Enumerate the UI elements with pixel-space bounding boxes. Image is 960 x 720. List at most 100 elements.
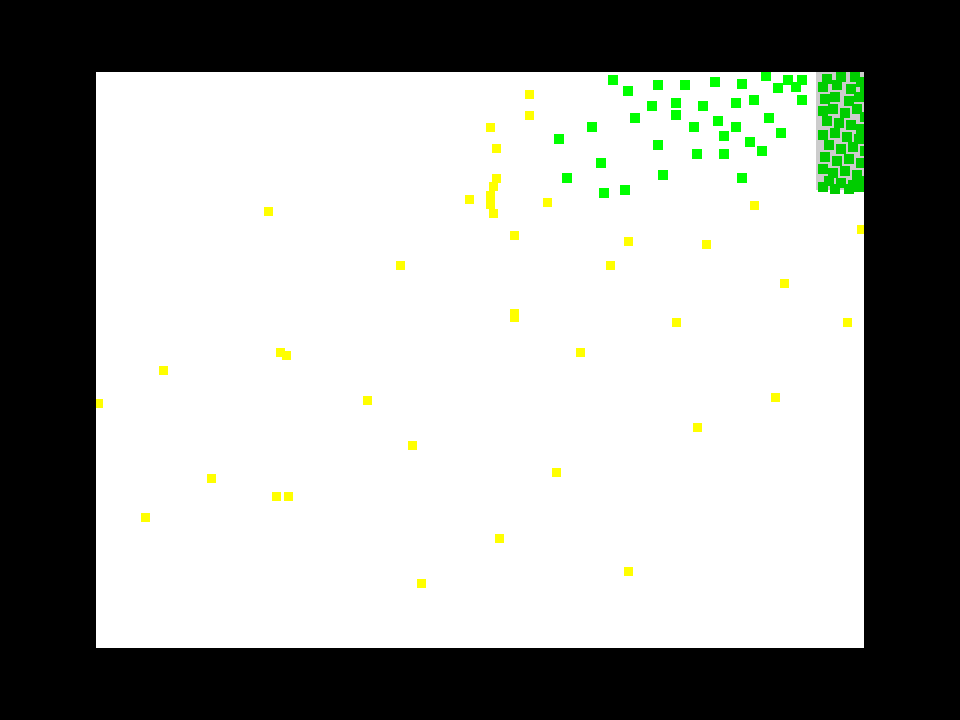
green-particle: [689, 122, 699, 132]
zone-particle: [822, 116, 832, 126]
zone-particle: [830, 184, 840, 194]
zone-particle: [860, 112, 864, 122]
zone-particle: [856, 158, 864, 168]
green-particle: [737, 79, 747, 89]
green-particle: [719, 149, 729, 159]
yellow-particle: [396, 261, 405, 270]
yellow-particle: [525, 111, 534, 120]
green-particle: [761, 72, 771, 81]
green-particle: [692, 149, 702, 159]
zone-particle: [860, 146, 864, 156]
yellow-particle: [486, 123, 495, 132]
green-particle: [623, 86, 633, 96]
green-particle: [653, 80, 663, 90]
yellow-particle: [282, 351, 291, 360]
zone-particle: [840, 108, 850, 118]
yellow-particle: [465, 195, 474, 204]
green-particle: [776, 128, 786, 138]
zone-particle: [842, 132, 852, 142]
zone-particle: [852, 104, 862, 114]
yellow-particle: [417, 579, 426, 588]
zone-particle: [832, 156, 842, 166]
zone-particle: [822, 74, 832, 84]
yellow-particle: [284, 492, 293, 501]
green-particle: [719, 131, 729, 141]
zone-particle: [824, 140, 834, 150]
zone-particle: [820, 152, 830, 162]
green-particle: [757, 146, 767, 156]
zone-particle: [834, 118, 844, 128]
yellow-particle: [693, 423, 702, 432]
yellow-particle: [141, 513, 150, 522]
green-particle: [773, 83, 783, 93]
green-particle: [731, 98, 741, 108]
zone-particle: [818, 130, 828, 140]
yellow-particle: [510, 231, 519, 240]
green-particle: [710, 77, 720, 87]
green-particle: [671, 110, 681, 120]
zone-particle: [836, 144, 846, 154]
yellow-particle: [750, 201, 759, 210]
green-particle: [764, 113, 774, 123]
yellow-particle: [264, 207, 273, 216]
zone-particle: [860, 86, 864, 96]
zone-particle: [832, 80, 842, 90]
yellow-particle: [624, 567, 633, 576]
yellow-particle: [543, 198, 552, 207]
yellow-particle: [486, 191, 495, 200]
green-particle: [680, 80, 690, 90]
yellow-particle: [843, 318, 852, 327]
zone-particle: [854, 134, 864, 144]
yellow-particle: [96, 399, 103, 408]
zone-particle: [818, 106, 828, 116]
zone-particle: [844, 154, 854, 164]
yellow-particle: [489, 182, 498, 191]
green-particle: [671, 98, 681, 108]
zone-particle: [830, 128, 840, 138]
zone-particle: [848, 142, 858, 152]
green-particle: [737, 173, 747, 183]
game-field[interactable]: [96, 72, 864, 648]
green-particle: [554, 134, 564, 144]
zone-particle: [844, 96, 854, 106]
yellow-particle: [207, 474, 216, 483]
yellow-particle: [780, 279, 789, 288]
zone-particle: [852, 170, 862, 180]
green-particle: [791, 82, 801, 92]
zone-particle: [830, 92, 840, 102]
yellow-particle: [492, 144, 501, 153]
green-particle: [587, 122, 597, 132]
green-particle: [749, 95, 759, 105]
zone-particle: [820, 94, 830, 104]
green-particle: [599, 188, 609, 198]
yellow-particle: [624, 237, 633, 246]
zone-particle: [836, 72, 846, 82]
zone-particle: [840, 166, 850, 176]
zone-particle: [854, 92, 864, 102]
zone-particle: [850, 72, 860, 82]
zone-particle: [824, 176, 834, 186]
yellow-particle: [552, 468, 561, 477]
yellow-particle: [408, 441, 417, 450]
zone-particle: [828, 168, 838, 178]
zone-particle: [846, 84, 856, 94]
yellow-particle: [771, 393, 780, 402]
yellow-particle: [510, 313, 519, 322]
yellow-particle: [576, 348, 585, 357]
yellow-particle: [276, 348, 285, 357]
yellow-particle: [672, 318, 681, 327]
green-particle: [783, 75, 793, 85]
yellow-particle: [272, 492, 281, 501]
zone-particle: [818, 164, 828, 174]
zone-particle: [858, 176, 864, 186]
yellow-particle: [489, 209, 498, 218]
collection-zone: [816, 72, 864, 194]
zone-particle: [844, 184, 854, 194]
green-particle: [562, 173, 572, 183]
yellow-particle: [525, 90, 534, 99]
zone-particle: [846, 120, 856, 130]
yellow-particle: [363, 396, 372, 405]
yellow-particle: [857, 225, 864, 234]
yellow-particle: [702, 240, 711, 249]
green-particle: [620, 185, 630, 195]
